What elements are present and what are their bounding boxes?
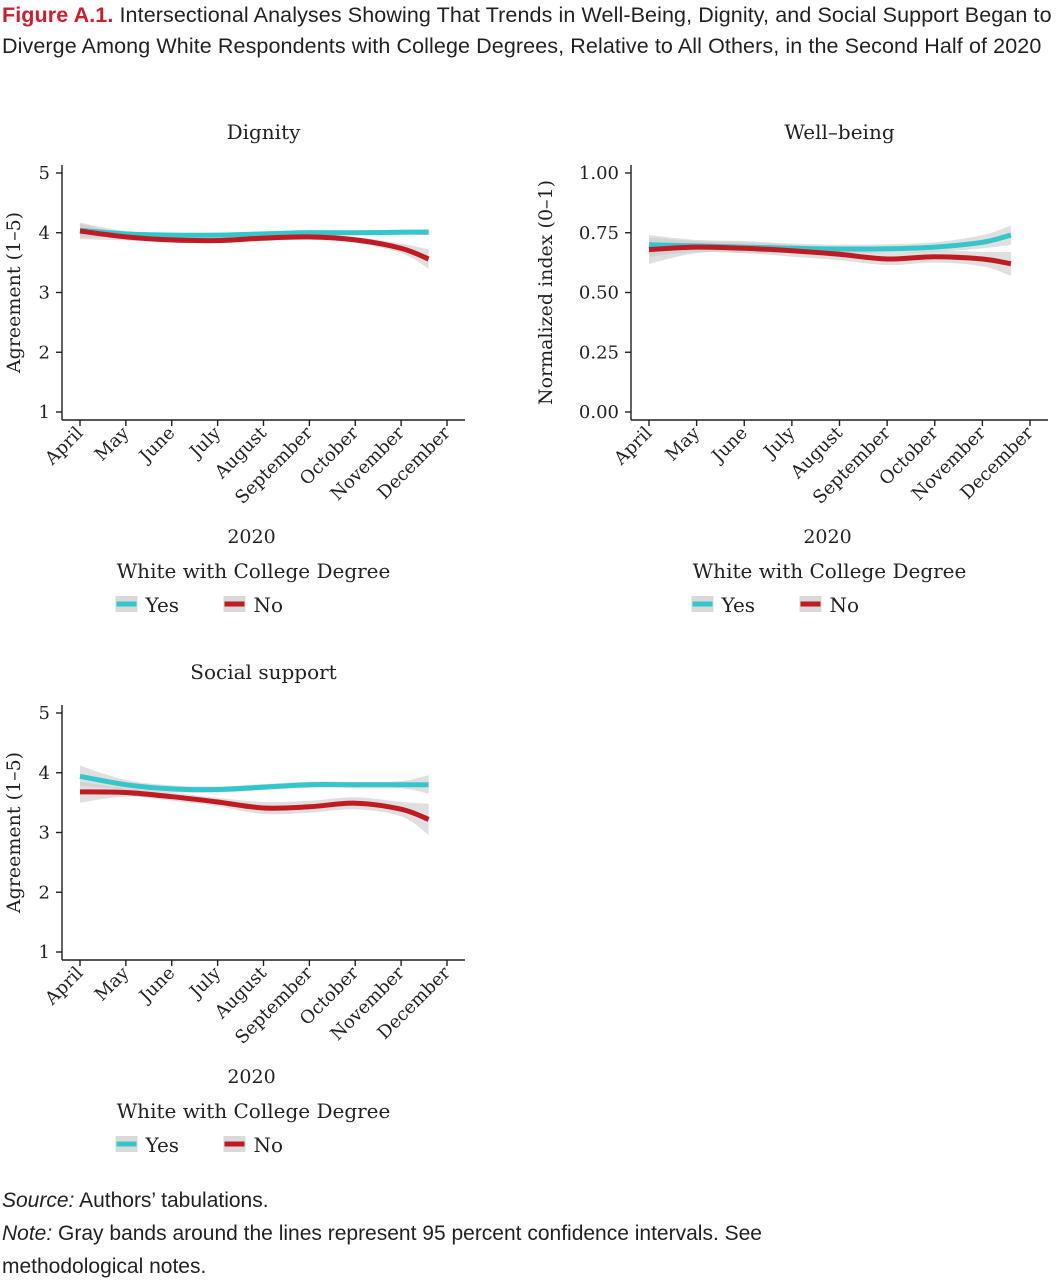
y-tick-label: 1	[39, 942, 50, 963]
x-tick-label: April	[40, 423, 87, 470]
x-axis-label: 2020	[227, 526, 275, 548]
source-line: Source: Authors’ tabulations.	[2, 1184, 862, 1217]
x-tick-label: May	[91, 422, 134, 465]
x-tick-label: June	[134, 423, 179, 468]
legend-title: White with College Degree	[693, 559, 967, 583]
x-tick-label: May	[91, 962, 134, 1005]
legend-label-yes: Yes	[145, 593, 180, 617]
note-text: Gray bands around the lines represent 95…	[2, 1222, 762, 1278]
source-label: Source:	[2, 1189, 75, 1212]
notes-block: Source: Authors’ tabulations. Note: Gray…	[2, 1184, 862, 1283]
y-tick-label: 5	[39, 703, 50, 724]
legend-label-yes: Yes	[145, 1133, 180, 1157]
series-line-yes	[79, 227, 429, 238]
series-line-no	[648, 244, 1012, 267]
x-tick-label: April	[40, 963, 87, 1010]
y-tick-label: 0.50	[579, 283, 619, 304]
y-tick-label: 5	[39, 163, 50, 184]
series-line-yes	[79, 773, 429, 793]
chart-title: Well–being	[784, 120, 894, 144]
legend-label-no: No	[254, 1133, 284, 1157]
y-tick-label: 0.25	[579, 342, 619, 363]
figure-caption: Figure A.1. Intersectional Analyses Show…	[2, 0, 1056, 62]
legend-label-no: No	[830, 593, 860, 617]
x-axis-label: 2020	[803, 526, 851, 548]
chart-title: Dignity	[227, 120, 302, 144]
x-tick-label: July	[759, 422, 800, 463]
y-tick-label: 2	[39, 882, 50, 903]
y-tick-label: 3	[39, 823, 50, 844]
chart-title: Social support	[190, 660, 336, 684]
y-tick-label: 0.00	[579, 402, 619, 423]
y-tick-label: 2	[39, 342, 50, 363]
y-tick-label: 1.00	[579, 163, 619, 184]
x-tick-label: July	[184, 962, 225, 1003]
y-tick-label: 4	[39, 223, 50, 244]
source-text: Authors’ tabulations.	[79, 1189, 269, 1212]
x-axis-label: 2020	[227, 1066, 275, 1088]
y-axis-label: Agreement (1–5)	[3, 752, 25, 914]
figure-label: Figure A.1.	[2, 3, 114, 27]
x-tick-label: April	[609, 423, 656, 470]
legend-label-yes: Yes	[721, 593, 756, 617]
x-tick-label: May	[661, 422, 704, 465]
figure-title: Intersectional Analyses Showing That Tre…	[2, 3, 1052, 58]
y-tick-label: 4	[39, 763, 50, 784]
y-axis-label: Normalized index (0–1)	[535, 180, 557, 405]
series-line-no	[79, 228, 430, 262]
note-line: Note: Gray bands around the lines repres…	[2, 1217, 862, 1283]
x-tick-label: June	[134, 963, 179, 1008]
y-axis-label: Agreement (1–5)	[3, 212, 25, 374]
y-tick-label: 1	[39, 402, 50, 423]
x-tick-label: July	[184, 422, 225, 463]
y-tick-label: 0.75	[579, 223, 619, 244]
x-tick-label: June	[706, 423, 751, 468]
legend-title: White with College Degree	[117, 559, 391, 583]
y-tick-label: 3	[39, 283, 50, 304]
series-line-no	[79, 789, 430, 822]
legend-title: White with College Degree	[117, 1099, 391, 1123]
note-label: Note:	[2, 1222, 53, 1245]
legend-label-no: No	[254, 593, 284, 617]
